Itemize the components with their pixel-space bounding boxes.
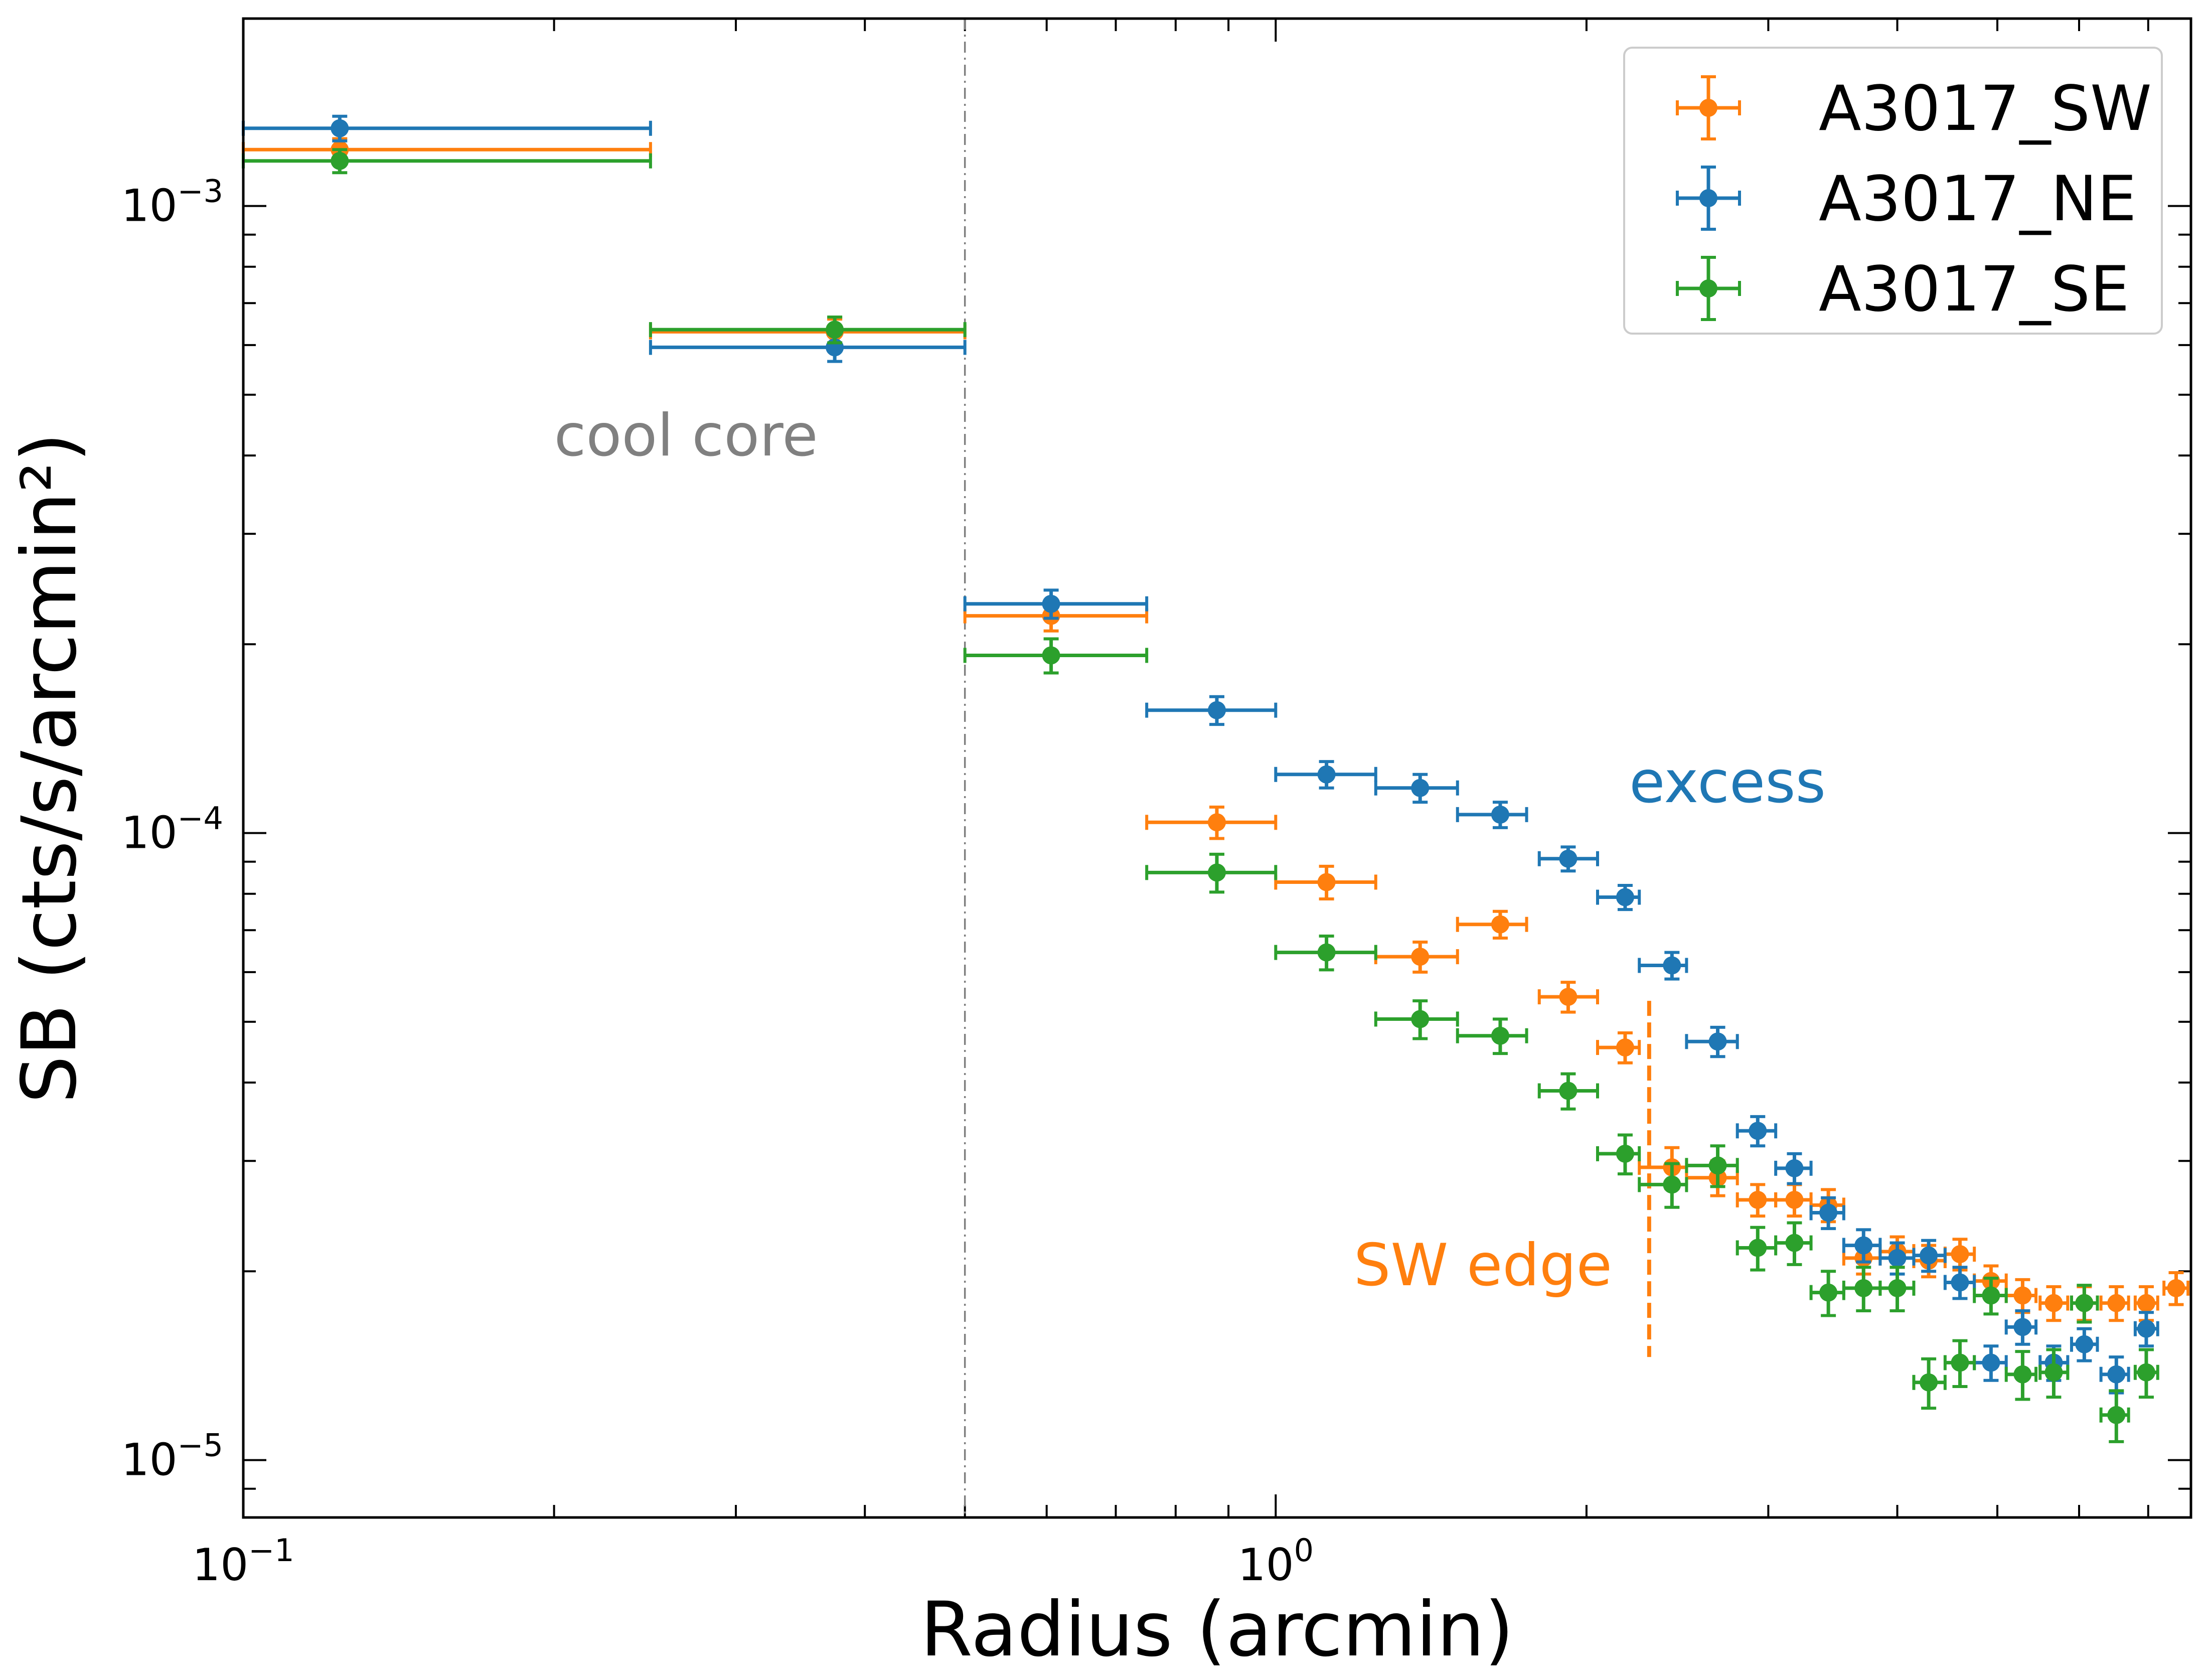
data-point bbox=[2044, 1363, 2063, 1382]
data-point bbox=[1708, 1156, 1727, 1175]
legend-marker bbox=[1676, 256, 1741, 321]
y-tick-label: 10−3 bbox=[121, 173, 223, 232]
data-point bbox=[1819, 1283, 1838, 1302]
data-point bbox=[1317, 873, 1336, 891]
data-point bbox=[1491, 1026, 1509, 1045]
x-tick-label: 10−1 bbox=[192, 1532, 294, 1591]
data-point bbox=[1951, 1245, 1969, 1264]
data-point bbox=[1951, 1353, 1969, 1372]
data-point bbox=[1616, 1038, 1634, 1057]
data-point bbox=[2075, 1294, 2094, 1312]
data-point bbox=[2044, 1294, 2063, 1312]
data-point bbox=[1749, 1239, 1767, 1257]
data-point bbox=[1411, 1010, 1430, 1028]
data-point bbox=[1920, 1373, 1938, 1392]
sw-edge-label: SW edge bbox=[1354, 1232, 1612, 1299]
data-point bbox=[1207, 701, 1226, 719]
legend-marker bbox=[1676, 75, 1741, 140]
data-point bbox=[1951, 1273, 1969, 1292]
data-point bbox=[2137, 1319, 2155, 1338]
data-point bbox=[1749, 1122, 1767, 1140]
data-point bbox=[1411, 948, 1430, 966]
legend-label-a3017-sw: A3017_SW bbox=[1819, 73, 2152, 145]
data-point bbox=[2013, 1286, 2032, 1305]
data-point bbox=[1207, 813, 1226, 832]
data-layer bbox=[242, 114, 2190, 1443]
data-point bbox=[2107, 1365, 2126, 1384]
data-point bbox=[2137, 1363, 2155, 1382]
legend-marker-dot bbox=[1699, 99, 1717, 117]
data-point bbox=[1317, 943, 1336, 962]
legend-marker bbox=[1676, 166, 1741, 231]
data-point bbox=[2013, 1365, 2032, 1384]
data-point bbox=[1616, 888, 1634, 906]
data-point bbox=[331, 151, 349, 170]
data-point bbox=[1663, 956, 1681, 975]
data-point bbox=[1559, 988, 1577, 1006]
data-point bbox=[1785, 1159, 1804, 1177]
data-point bbox=[1749, 1190, 1767, 1209]
data-point bbox=[1559, 1082, 1577, 1100]
y-tick-label: 10−4 bbox=[121, 800, 223, 859]
data-point bbox=[1559, 849, 1577, 868]
series-a3017-ne bbox=[242, 114, 2159, 1395]
data-point bbox=[1785, 1190, 1804, 1209]
annotations-layer: cool core excess SW edge bbox=[554, 402, 1826, 1299]
data-point bbox=[331, 119, 349, 137]
data-point bbox=[1785, 1234, 1804, 1252]
x-axis-label: Radius (arcmin) bbox=[920, 1586, 1514, 1673]
data-point bbox=[1042, 646, 1060, 665]
legend-marker-dot bbox=[1699, 189, 1717, 207]
data-point bbox=[1982, 1286, 2000, 1305]
legend-label-a3017-ne: A3017_NE bbox=[1819, 163, 2137, 235]
data-point bbox=[2167, 1279, 2185, 1297]
data-point bbox=[2013, 1318, 2032, 1336]
plot-frame bbox=[242, 17, 2192, 1519]
data-point bbox=[1042, 594, 1060, 613]
data-point bbox=[2107, 1294, 2126, 1312]
data-point bbox=[1708, 1032, 1727, 1051]
data-point bbox=[1819, 1203, 1838, 1222]
reference-lines-layer bbox=[964, 19, 1651, 1517]
ticks-layer: 10−1 100 10−5 10−4 10−3 bbox=[121, 19, 2191, 1591]
data-point bbox=[1491, 915, 1509, 934]
x-tick-label: 100 bbox=[1238, 1532, 1314, 1591]
data-point bbox=[1616, 1144, 1634, 1163]
data-point bbox=[1317, 765, 1336, 784]
data-point bbox=[1888, 1249, 1907, 1267]
data-point bbox=[2107, 1406, 2126, 1424]
legend-label-a3017-se: A3017_SE bbox=[1819, 253, 2129, 326]
data-point bbox=[1491, 805, 1509, 824]
data-point bbox=[1920, 1246, 1938, 1265]
cool-core-label: cool core bbox=[554, 402, 818, 470]
legend: A3017_SW A3017_NE A3017_SE bbox=[1623, 47, 2163, 335]
data-point bbox=[1411, 779, 1430, 797]
y-tick-label: 10−5 bbox=[121, 1427, 223, 1486]
data-point bbox=[1888, 1279, 1907, 1297]
data-point bbox=[2137, 1294, 2155, 1312]
data-point bbox=[1854, 1279, 1873, 1297]
y-axis-label: SB (cts/s/arcmin²) bbox=[6, 432, 93, 1103]
data-point bbox=[1663, 1175, 1681, 1194]
legend-box bbox=[1623, 47, 2163, 335]
data-point bbox=[1982, 1353, 2000, 1372]
data-point bbox=[826, 321, 844, 339]
data-point bbox=[1854, 1236, 1873, 1255]
legend-marker-dot bbox=[1699, 279, 1717, 297]
excess-label: excess bbox=[1629, 748, 1826, 816]
data-point bbox=[2075, 1335, 2094, 1353]
data-point bbox=[1207, 863, 1226, 882]
